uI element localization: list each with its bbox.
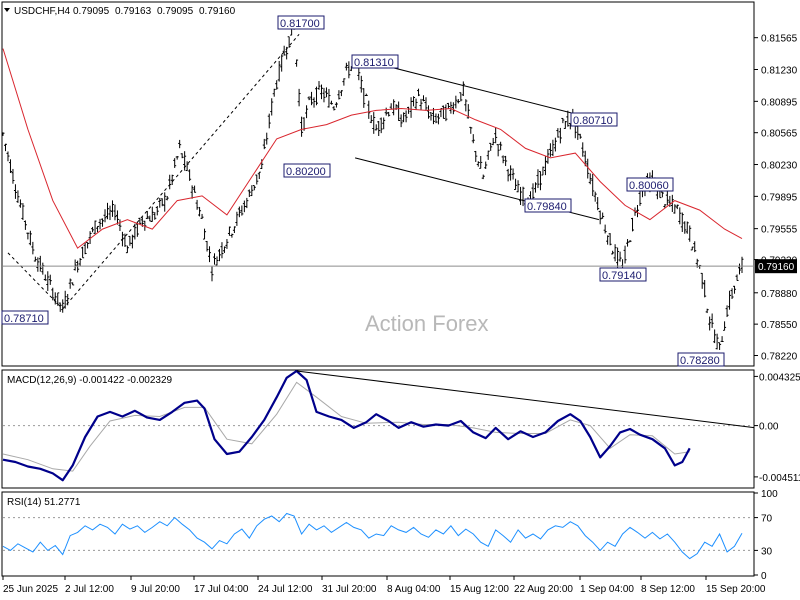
annotation-label: 0.81700 [280,18,320,30]
price-tick-label: 0.80230 [761,161,798,172]
price-annotation: 0.78280 [677,352,725,367]
price-annotation: 0.78710 [1,310,49,325]
rsi-tick-label: 70 [761,514,773,525]
ohlc-low: 0.79095 [157,6,194,17]
rsi-line [2,512,743,560]
ohlc-close: 0.79160 [199,6,236,17]
ohlc-open: 0.79095 [73,6,110,17]
rsi-panel-frame [1,491,755,577]
price-trendline [7,252,64,310]
annotation-box [626,177,674,192]
macd-panel-title: MACD(12,26,9) -0.001422 -0.002329 [7,375,173,386]
x-tick-label: 1 Sep 04:00 [580,584,634,595]
price-tick-label: 0.78880 [761,289,798,300]
rsi-tick-label: 0 [761,571,767,582]
annotation-label: 0.81310 [354,57,394,69]
x-tick-label: 22 Aug 20:00 [514,584,573,595]
annotation-box [524,198,572,213]
price-tick-label: 0.81230 [761,66,798,77]
x-tick-label: 9 Jul 20:00 [131,584,180,595]
annotation-label: 0.80710 [573,115,613,127]
current-price-tag [755,259,797,274]
macd-line [2,369,691,482]
price-annotation: 0.81310 [351,54,399,69]
macd-trendline [296,370,755,429]
price-trendline [62,34,300,310]
rsi-tick-label: 100 [761,489,778,500]
annotation-label: 0.80060 [629,180,669,192]
price-tick-label: 0.78550 [761,320,798,331]
price-tick-label: 0.79895 [761,192,798,203]
price-annotation: 0.79840 [524,198,572,213]
macd-panel-frame [1,369,755,489]
x-tick-label: 8 Sep 12:00 [641,584,695,595]
annotation-box [1,310,49,325]
annotation-label: 0.80200 [286,166,326,178]
macd-signal-line [2,381,690,472]
annotation-box [277,15,325,30]
price-panel-title: USDCHF,H4 [14,6,71,17]
annotation-box [283,163,331,178]
moving-average-line [2,48,743,249]
annotation-box [677,352,725,367]
dropdown-triangle-icon[interactable] [4,8,10,12]
annotation-label: 0.78710 [4,313,44,325]
price-panel-frame [1,1,755,367]
price-annotation: 0.79140 [599,267,647,282]
ohlc-high: 0.79163 [115,6,152,17]
x-tick-label: 17 Jul 04:00 [194,584,249,595]
macd-tick-label: 0.004325 [759,372,800,383]
rsi-tick-label: 30 [761,546,773,557]
price-tick-label: 0.81565 [761,34,798,45]
x-tick-label: 2 Jul 12:00 [65,584,114,595]
x-tick-label: 15 Aug 12:00 [450,584,509,595]
annotation-box [351,54,399,69]
annotation-label: 0.79140 [602,270,642,282]
current-price-label: 0.79160 [758,262,795,273]
rsi-panel-title: RSI(14) 51.2771 [7,497,81,508]
price-tick-label: 0.79555 [761,225,798,236]
price-annotation: 0.80710 [570,112,618,127]
annotation-box [599,267,647,282]
x-tick-label: 25 Jun 2025 [3,584,58,595]
price-annotation: 0.80200 [283,163,331,178]
annotation-box [570,112,618,127]
x-tick-label: 15 Sep 20:00 [706,584,766,595]
annotation-label: 0.78280 [680,355,720,367]
x-tick-label: 24 Jul 12:00 [258,584,313,595]
x-tick-label: 8 Aug 04:00 [387,584,441,595]
price-tick-label: 0.78220 [761,351,798,362]
price-annotation: 0.80060 [626,177,674,192]
price-tick-label: 0.80895 [761,97,798,108]
macd-tick-label: -0.004511 [759,473,800,484]
x-tick-label: 31 Jul 20:00 [322,584,377,595]
macd-tick-label: 0.00 [759,422,779,433]
watermark-text: Action Forex [365,311,489,336]
annotation-label: 0.79840 [527,201,567,213]
price-annotation: 0.81700 [277,15,325,30]
price-tick-label: 0.80565 [761,129,798,140]
